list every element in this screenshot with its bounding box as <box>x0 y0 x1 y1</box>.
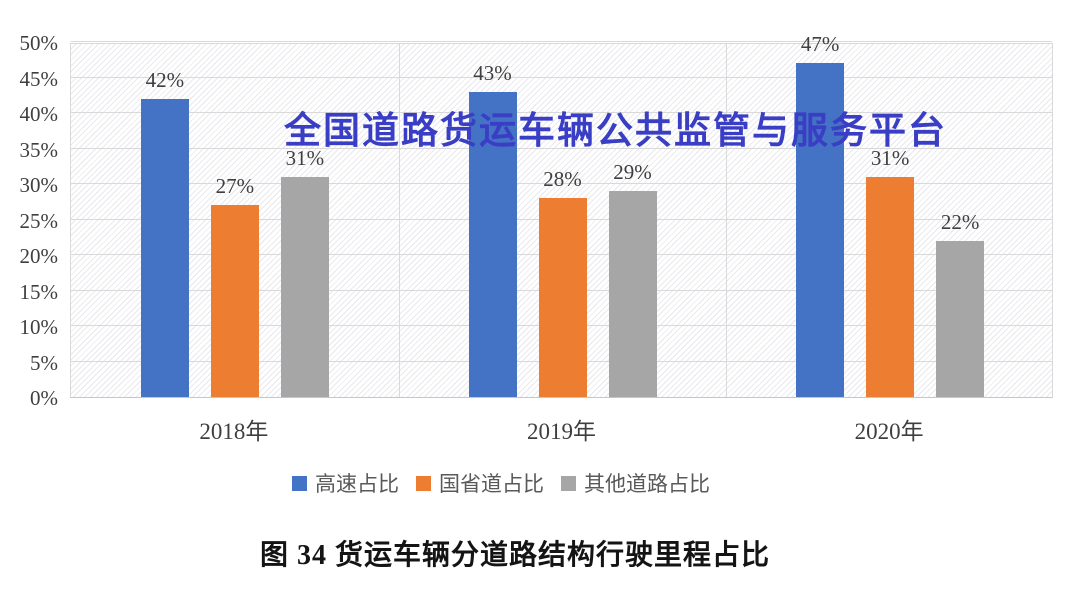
bar-国省道占比-2019年 <box>538 198 587 397</box>
gridline <box>71 183 1052 184</box>
bar-value-label: 31% <box>870 145 910 170</box>
x-tick-label: 2018年 <box>199 419 269 444</box>
plot-area: 42% 27% 31% 43% 28% 29% 47% 31% 22% <box>70 32 1053 398</box>
bar-国省道占比-2018年 <box>210 205 259 397</box>
y-tick-label: 10% <box>19 315 59 339</box>
x-tick-label: 2020年 <box>854 419 924 444</box>
bar-value-label: 31% <box>285 145 325 170</box>
y-tick-label: 30% <box>19 173 59 197</box>
gridline <box>71 76 1052 78</box>
bar-高速占比-2019年 <box>468 91 517 397</box>
gridline <box>71 41 1052 42</box>
bar-value-label: 27% <box>215 174 255 199</box>
y-tick-label: 25% <box>19 208 59 233</box>
y-tick-label: 50% <box>19 31 59 55</box>
watermark-text: 全国道路货运车辆公共监管与服务平台 <box>284 110 947 151</box>
bar-value-label: 42% <box>145 67 185 92</box>
bar-其他道路占比-2018年 <box>280 176 329 397</box>
bar-其他道路占比-2019年 <box>608 191 657 397</box>
legend: 高速占比 国省道占比 其他道路占比 <box>0 468 1002 498</box>
legend-label: 其他道路占比 <box>584 472 710 496</box>
bar-value-label: 29% <box>613 160 652 185</box>
gridline <box>71 147 1052 149</box>
legend-label: 国省道占比 <box>439 472 544 496</box>
y-tick-label: 5% <box>30 350 58 375</box>
y-tick-label: 15% <box>19 279 59 304</box>
legend-item-国省道占比: 国省道占比 <box>416 468 544 498</box>
category-divider <box>726 44 727 397</box>
bar-value-label: 22% <box>940 209 980 234</box>
legend-item-高速占比: 高速占比 <box>292 468 399 498</box>
bar-其他道路占比-2020年 <box>936 240 985 397</box>
legend-swatch-icon <box>292 475 307 491</box>
y-tick-label: 35% <box>19 137 59 162</box>
category-divider <box>399 44 400 397</box>
legend-item-其他道路占比: 其他道路占比 <box>561 468 710 498</box>
legend-swatch-icon <box>561 475 576 491</box>
legend-label: 高速占比 <box>315 472 399 496</box>
bar-高速占比-2020年 <box>796 63 845 397</box>
bar-value-label: 47% <box>800 32 840 57</box>
bar-value-label: 28% <box>543 167 582 192</box>
bar-国省道占比-2020年 <box>866 176 915 397</box>
chart-region: 0% 5% 10% 15% 20% 25% 30% 35% 40% 45% 50% 42% 27% 31… <box>19 31 1053 444</box>
bar-高速占比-2018年 <box>140 98 189 397</box>
bar-value-label: 43% <box>473 60 512 85</box>
caption: 图 34 货运车辆分道路结构行驶里程占比 <box>259 540 770 571</box>
y-tick-label: 45% <box>19 66 59 91</box>
legend-swatch-icon <box>416 475 431 491</box>
x-tick-label: 2019年 <box>527 419 596 444</box>
y-tick-label: 20% <box>19 244 59 268</box>
y-tick-label: 40% <box>19 102 59 126</box>
gridline <box>71 112 1052 113</box>
y-tick-label: 0% <box>30 386 58 410</box>
